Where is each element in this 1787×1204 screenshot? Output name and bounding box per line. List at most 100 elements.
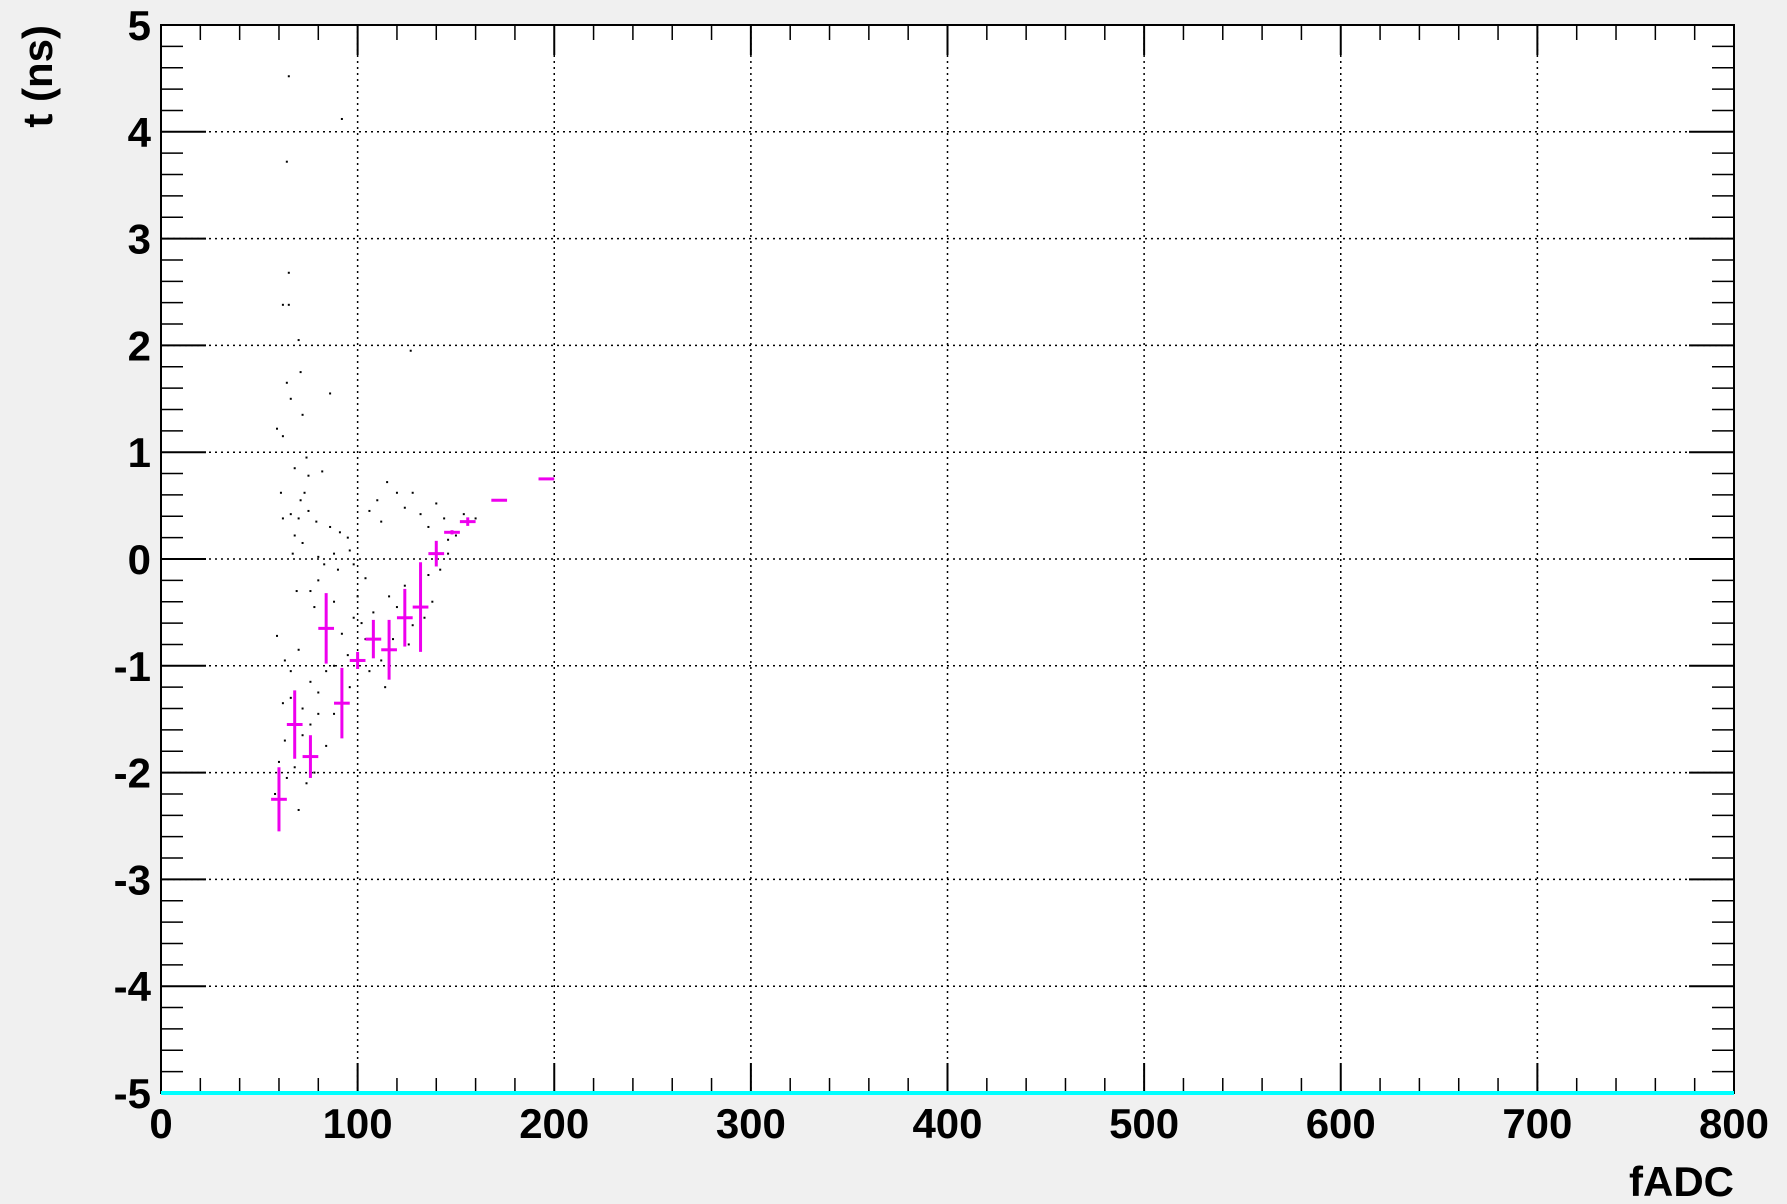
- scatter-point: [285, 381, 288, 384]
- scatter-point: [281, 303, 284, 306]
- scatter-point: [392, 638, 395, 641]
- scatter-point: [291, 552, 294, 555]
- scatter-point: [409, 349, 412, 352]
- scatter-point: [299, 371, 302, 374]
- scatter-point: [309, 680, 312, 683]
- scatter-point: [317, 691, 320, 694]
- scatter-point: [274, 792, 277, 795]
- scatter-point: [352, 616, 355, 619]
- scatter-point: [283, 659, 286, 662]
- scatter-point: [333, 600, 336, 603]
- scatter-point: [315, 520, 318, 523]
- scatter-point: [283, 739, 286, 742]
- scatter-point: [281, 435, 284, 438]
- scatter-point: [325, 744, 328, 747]
- scatter-point: [447, 552, 450, 555]
- profile-series: [271, 477, 555, 832]
- x-tick-label: 200: [519, 1100, 589, 1147]
- y-tick-label: 3: [128, 216, 151, 263]
- y-tick-label: 5: [128, 2, 151, 49]
- y-tick-label: -5: [114, 1070, 151, 1117]
- scatter-point: [325, 670, 328, 673]
- scatter-point: [388, 595, 391, 598]
- scatter-point: [313, 606, 316, 609]
- scatter-point: [301, 734, 304, 737]
- x-tick-labels: 0 100 200 300 400 500 600 700 800: [149, 1100, 1769, 1147]
- scatter-point: [403, 584, 406, 587]
- scatter-point: [384, 686, 387, 689]
- axis-ticks: [160, 24, 1735, 1094]
- scatter-point: [289, 397, 292, 400]
- scatter-point: [368, 670, 371, 673]
- x-tick-label: 100: [323, 1100, 393, 1147]
- scatter-point: [348, 549, 351, 552]
- scatter-point: [285, 160, 288, 163]
- y-tick-label: 2: [128, 322, 151, 369]
- scatter-point: [403, 506, 406, 509]
- scatter-point: [287, 303, 290, 306]
- scatter-point: [323, 563, 326, 566]
- x-tick-label: 800: [1699, 1100, 1769, 1147]
- scatter-point: [411, 491, 414, 494]
- scatter-point: [447, 538, 450, 541]
- y-tick-label: 0: [128, 536, 151, 583]
- scatter-point: [289, 696, 292, 699]
- scatter-point: [276, 634, 279, 637]
- x-tick-label: 500: [1109, 1100, 1179, 1147]
- scatter-point: [277, 760, 280, 763]
- x-tick-label: 300: [716, 1100, 786, 1147]
- scatter-point: [297, 517, 300, 520]
- scatter-point: [289, 513, 292, 516]
- scatter-point: [423, 616, 426, 619]
- scatter-point: [462, 513, 465, 516]
- scatter-point: [276, 427, 279, 430]
- scatter-point: [329, 525, 332, 528]
- y-tick-label: -4: [114, 963, 152, 1010]
- scatter-point: [305, 456, 308, 459]
- y-tick-label: 4: [128, 109, 152, 156]
- scatter-point: [309, 723, 312, 726]
- scatter-point: [289, 670, 292, 673]
- scatter-point: [454, 534, 457, 537]
- scatter-point: [317, 712, 320, 715]
- scatter-point: [431, 600, 434, 603]
- scatter-point: [395, 606, 398, 609]
- scatter-point: [287, 75, 290, 78]
- scatter-point: [297, 339, 300, 342]
- scatter-point: [307, 474, 310, 477]
- y-axis-title: t (ns): [14, 25, 61, 128]
- y-tick-label: 1: [128, 429, 151, 476]
- scatter-point: [411, 624, 414, 627]
- scatter-point: [333, 664, 336, 667]
- scatter-point: [299, 499, 302, 502]
- scatter-point: [364, 577, 367, 580]
- scatter-point: [348, 686, 351, 689]
- scatter-point: [346, 536, 349, 539]
- scatter-point: [279, 491, 282, 494]
- scatter-point: [293, 534, 296, 537]
- scatter-point: [380, 520, 383, 523]
- scatter-point: [305, 782, 308, 785]
- scatter-point: [443, 517, 446, 520]
- scatter-point: [301, 541, 304, 544]
- scatter-point: [407, 643, 410, 646]
- scatter-point: [395, 491, 398, 494]
- scatter-point: [340, 632, 343, 635]
- scatter-point: [317, 555, 320, 558]
- scatter-point: [338, 531, 341, 534]
- x-axis-title: fADC: [1629, 1158, 1734, 1204]
- scatter-point: [301, 707, 304, 710]
- scatter-point: [321, 470, 324, 473]
- scatter-point: [281, 702, 284, 705]
- scatter-point: [297, 648, 300, 651]
- x-tick-label: 700: [1502, 1100, 1572, 1147]
- scatter-point: [303, 491, 306, 494]
- scatter-point: [368, 509, 371, 512]
- scatter-point: [427, 574, 430, 577]
- scatter-point: [333, 552, 336, 555]
- scatter-point: [313, 771, 316, 774]
- scatter-point: [285, 776, 288, 779]
- scatter-point: [360, 622, 363, 625]
- scatter-point: [346, 654, 349, 657]
